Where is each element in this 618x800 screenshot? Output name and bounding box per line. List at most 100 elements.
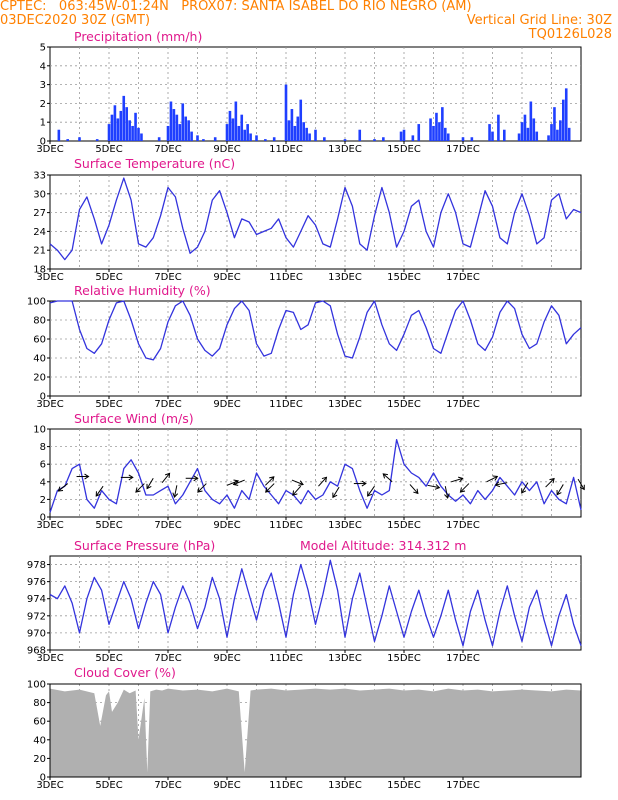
precip-bar xyxy=(470,137,474,141)
precip-bar xyxy=(187,120,190,141)
y-tick-label: 30 xyxy=(33,189,46,200)
panel-2: 0 20 40 60 80 100 3DEC 5DEC 7DEC 9DEC 11DEC 13DEC 15… xyxy=(27,283,582,410)
y-tick-label: 40 xyxy=(33,354,46,365)
precip-bar xyxy=(190,131,193,141)
precip-bar xyxy=(137,127,140,141)
precip-bar xyxy=(559,120,562,141)
y-tick-label: 0 xyxy=(40,513,46,524)
precip-bar xyxy=(95,139,99,141)
y-tick-label: 974 xyxy=(27,594,46,605)
precip-bar xyxy=(225,124,229,141)
precip-bar xyxy=(157,137,161,141)
x-tick-label: 15DEC xyxy=(387,653,421,664)
wind-arrow-shaft xyxy=(444,486,449,499)
x-tick-label: 17DEC xyxy=(446,780,480,791)
precip-bar xyxy=(562,99,565,141)
series-line xyxy=(49,438,582,513)
x-tick-label: 13DEC xyxy=(328,272,362,283)
wind-arrow-head xyxy=(57,486,64,492)
y-tick-label: 2 xyxy=(40,99,46,110)
y-tick-label: 60 xyxy=(33,717,46,728)
wind-arrow xyxy=(353,480,367,487)
wind-arrow-head xyxy=(84,473,90,480)
y-tick-label: 33 xyxy=(33,171,46,182)
wind-arrow xyxy=(57,483,69,492)
x-tick-label: 3DEC xyxy=(36,520,63,531)
wind-arrow-head xyxy=(492,475,499,481)
precip-bar xyxy=(535,131,539,141)
panel-1: 18 21 24 27 30 33 3DEC 5DEC 7DEC 9DEC 11DEC 13DEC 15… xyxy=(33,156,582,283)
wind-arrow-head xyxy=(172,492,179,499)
precip-bar xyxy=(249,133,252,141)
panel-title: Surface Wind (m/s) xyxy=(74,411,194,426)
wind-arrow-shaft xyxy=(577,478,585,490)
precip-bar xyxy=(399,131,403,141)
precip-bar xyxy=(444,127,447,141)
panel-title: Surface Pressure (hPa) xyxy=(74,538,215,553)
precip-bar xyxy=(264,139,267,141)
y-tick-label: 80 xyxy=(33,698,46,709)
x-tick-label: 9DEC xyxy=(213,653,240,664)
precip-bar xyxy=(556,129,559,141)
x-tick-label: 11DEC xyxy=(269,272,303,283)
precip-bar xyxy=(382,137,385,141)
wind-arrow xyxy=(427,484,441,490)
precip-bar xyxy=(293,125,297,141)
y-tick-label: 21 xyxy=(33,246,46,257)
wind-arrow-head xyxy=(382,473,388,479)
wind-arrow-shaft xyxy=(451,477,463,483)
wind-arrow xyxy=(556,484,564,496)
y-tick-label: 0 xyxy=(40,137,46,148)
wind-arrow-head xyxy=(321,476,328,483)
wind-arrow-head xyxy=(292,490,298,496)
x-tick-label: 9DEC xyxy=(213,144,240,155)
wind-arrow-head xyxy=(232,480,239,486)
wind-arrow xyxy=(486,475,499,483)
precip-bar xyxy=(169,101,173,141)
wind-arrow xyxy=(545,477,555,488)
wind-arrow-shaft xyxy=(427,484,440,489)
wind-arrow-shaft xyxy=(545,478,555,488)
wind-arrow xyxy=(521,482,529,494)
x-tick-label: 9DEC xyxy=(213,272,240,283)
wind-arrow xyxy=(494,481,508,488)
precip-bar xyxy=(66,139,69,141)
x-tick-label: 13DEC xyxy=(328,780,362,791)
series-line xyxy=(49,300,582,361)
y-tick-label: 27 xyxy=(33,208,46,219)
wind-arrow xyxy=(292,485,302,496)
x-tick-label: 15DEC xyxy=(387,144,421,155)
x-tick-label: 5DEC xyxy=(95,520,122,531)
x-tick-label: 15DEC xyxy=(387,399,421,410)
wind-arrow-head xyxy=(556,490,562,496)
y-tick-label: 20 xyxy=(33,754,46,765)
y-tick-label: 3 xyxy=(40,80,46,91)
wind-arrow-head xyxy=(367,491,373,497)
precip-bar xyxy=(343,139,347,141)
precip-bar xyxy=(547,135,550,141)
x-tick-label: 9DEC xyxy=(213,399,240,410)
wind-arrow xyxy=(185,475,199,482)
precip-bar xyxy=(110,114,114,141)
x-tick-label: 13DEC xyxy=(328,399,362,410)
x-tick-label: 5DEC xyxy=(95,272,122,283)
precip-bar xyxy=(290,109,294,141)
precip-bar xyxy=(122,95,126,141)
x-tick-label: 11DEC xyxy=(269,780,303,791)
precip-bar xyxy=(240,114,244,141)
wind-arrow xyxy=(95,485,104,497)
precip-bar xyxy=(134,112,137,141)
x-tick-label: 7DEC xyxy=(154,144,181,155)
precip-bar xyxy=(314,129,317,141)
wind-arrow xyxy=(451,476,464,483)
x-tick-label: 11DEC xyxy=(269,653,303,664)
y-tick-label: 1 xyxy=(40,118,46,129)
wind-arrow-head xyxy=(494,481,501,488)
x-tick-label: 7DEC xyxy=(154,780,181,791)
wind-arrow-head xyxy=(413,488,419,495)
wind-arrow-shaft xyxy=(332,486,340,498)
precip-bar xyxy=(532,118,536,141)
precip-bar xyxy=(184,116,187,141)
x-tick-label: 15DEC xyxy=(387,780,421,791)
